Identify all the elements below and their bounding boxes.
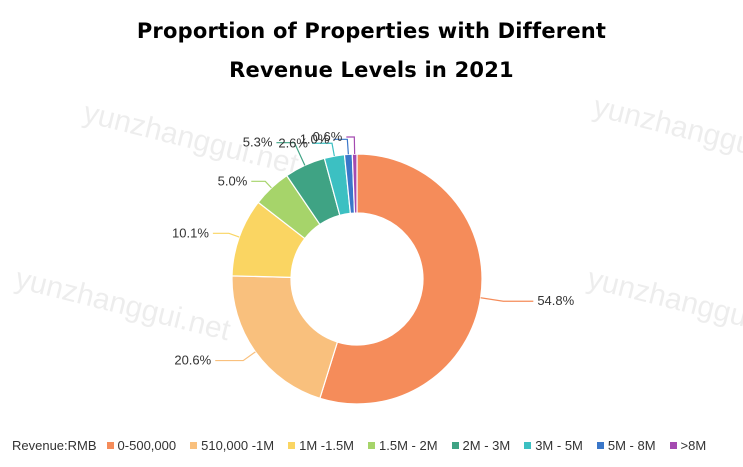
slice-8 [351, 153, 358, 214]
legend-label: 3M - 5M [535, 437, 583, 453]
chart-legend: Revenue:RMB 0-500,000 510,000 -1M 1M -1.5M… [12, 436, 720, 454]
legend-swatch [288, 441, 296, 449]
legend-item: 1M -1.5M [288, 438, 354, 453]
legend-item: 0-500,000 [106, 437, 177, 453]
legend-label: 2M - 3M [462, 437, 511, 453]
label-leader-line [311, 142, 335, 157]
label-leader-line [215, 351, 256, 362]
legend-label: 1.5M - 2M [379, 437, 438, 453]
data-label: 0.6% [313, 129, 343, 144]
legend-swatch [368, 441, 376, 449]
legend-item: 2M - 3M [451, 437, 511, 453]
legend-label: 5M - 8M [607, 437, 656, 453]
legend-swatch [190, 441, 198, 449]
chart-title-line-2: Revenue Levels in 2021 [229, 58, 514, 82]
data-label: 10.1% [172, 225, 209, 240]
legend-item: 5M - 8M [596, 437, 656, 453]
legend-label: 1M -1.5M [299, 437, 355, 453]
data-label: 5.0% [218, 173, 248, 188]
legend-item: 510,000 -1M [190, 438, 274, 453]
legend-item: 3M - 5M [524, 438, 583, 453]
data-label: 54.8% [537, 293, 574, 308]
legend-label: >8M [680, 437, 707, 453]
label-leader-line [251, 180, 272, 189]
label-leader-line [346, 136, 356, 155]
slice-1 [319, 153, 483, 405]
legend-item: 1.5M - 2M [368, 438, 438, 453]
data-label: 1.0% [300, 131, 330, 146]
data-label: 20.6% [174, 353, 211, 368]
legend-swatch [596, 441, 604, 449]
legend-label: 0-500,000 [117, 437, 177, 453]
legend-swatch [669, 441, 677, 449]
slice-2 [231, 275, 339, 400]
legend-swatch [106, 441, 114, 449]
legend-title: Revenue:RMB [12, 437, 97, 453]
label-leader-line [276, 142, 306, 166]
chart-title-line-1: Proportion of Properties with Different [136, 19, 607, 43]
legend-swatch [451, 441, 459, 449]
legend-item: >8M [669, 437, 707, 453]
label-leader-line [480, 297, 534, 302]
data-label: 5.3% [243, 135, 273, 150]
legend-swatch [524, 441, 532, 449]
label-leader-line [212, 232, 240, 238]
data-label: 2.6% [278, 135, 308, 150]
legend-label: 510,000 -1M [201, 437, 275, 453]
label-leader-line [333, 138, 349, 155]
